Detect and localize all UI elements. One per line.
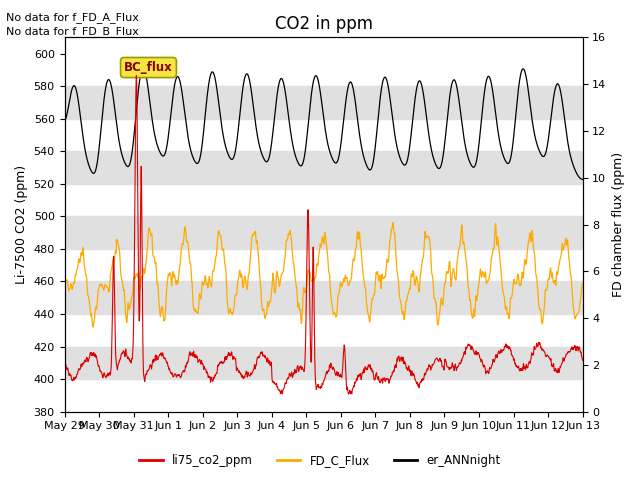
Title: CO2 in ppm: CO2 in ppm <box>275 15 372 33</box>
Text: No data for f_FD_B_Flux: No data for f_FD_B_Flux <box>6 26 140 37</box>
Y-axis label: FD chamber flux (ppm): FD chamber flux (ppm) <box>612 152 625 297</box>
Bar <box>65 281 582 314</box>
Text: BC_flux: BC_flux <box>124 61 173 74</box>
Bar <box>65 151 582 184</box>
Y-axis label: Li-7500 CO2 (ppm): Li-7500 CO2 (ppm) <box>15 165 28 284</box>
Legend: li75_co2_ppm, FD_C_Flux, er_ANNnight: li75_co2_ppm, FD_C_Flux, er_ANNnight <box>134 449 506 472</box>
Bar <box>65 86 582 119</box>
Bar <box>65 216 582 249</box>
Bar <box>65 347 582 379</box>
Text: No data for f_FD_A_Flux: No data for f_FD_A_Flux <box>6 12 140 23</box>
